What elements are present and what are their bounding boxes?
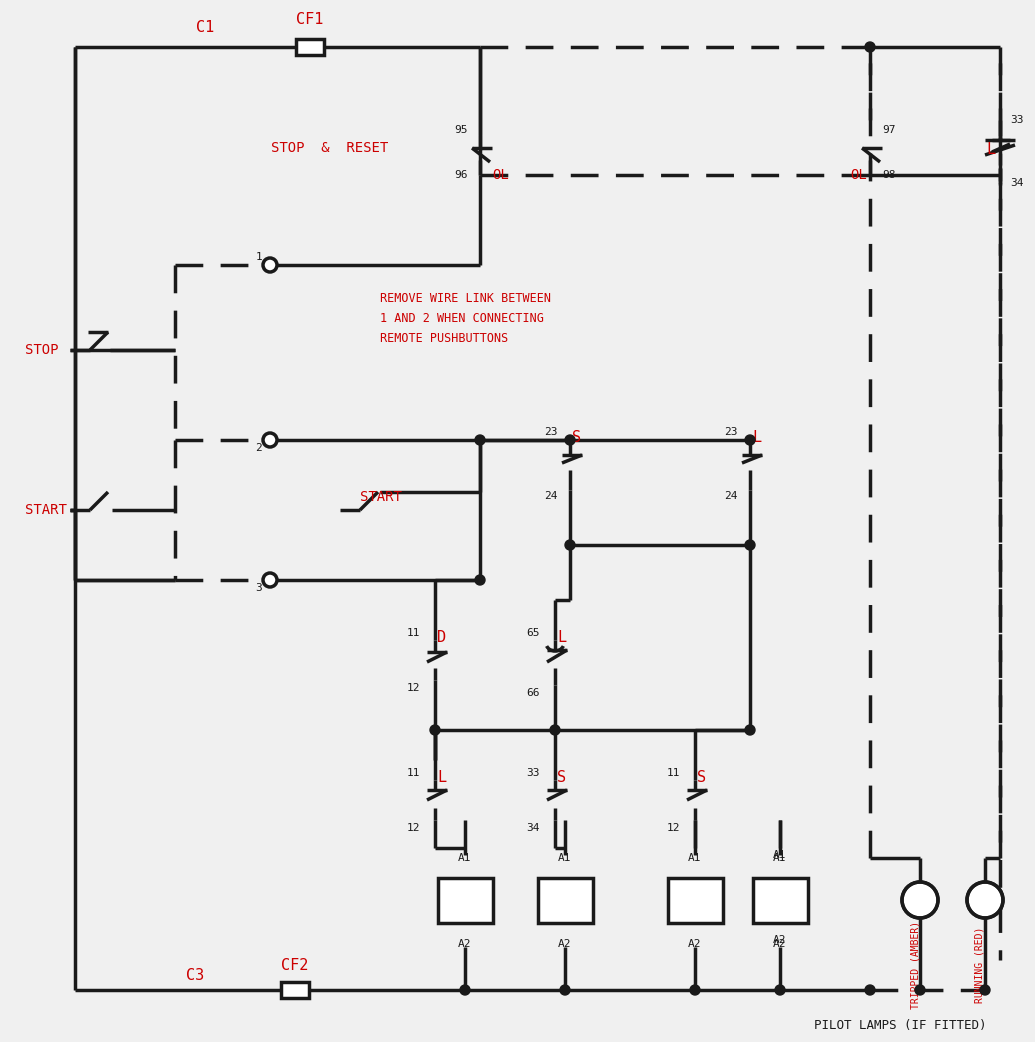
Text: C3: C3 — [186, 968, 204, 983]
Text: PILOT LAMPS (IF FITTED): PILOT LAMPS (IF FITTED) — [814, 1018, 986, 1032]
Text: A2: A2 — [558, 939, 571, 949]
Text: START: START — [25, 503, 67, 517]
Text: L: L — [752, 430, 761, 446]
Circle shape — [967, 882, 1003, 918]
Text: D: D — [689, 891, 701, 910]
Text: 12: 12 — [407, 683, 420, 693]
Text: 1 AND 2 WHEN CONNECTING: 1 AND 2 WHEN CONNECTING — [380, 312, 543, 324]
Circle shape — [264, 435, 276, 446]
Circle shape — [775, 985, 785, 995]
Text: L: L — [437, 770, 446, 786]
Text: A1: A1 — [558, 853, 571, 863]
Text: A1: A1 — [773, 850, 787, 860]
Bar — [280, 982, 309, 998]
Text: L: L — [986, 143, 995, 157]
Text: 12: 12 — [667, 823, 680, 833]
Circle shape — [475, 435, 485, 445]
Text: L: L — [774, 891, 786, 910]
Text: 2: 2 — [256, 443, 262, 453]
Text: A2: A2 — [773, 935, 787, 945]
Circle shape — [550, 725, 560, 735]
Circle shape — [980, 985, 990, 995]
Text: T: T — [559, 891, 571, 910]
Text: STOP: STOP — [25, 343, 59, 357]
Text: CF1: CF1 — [296, 13, 324, 27]
Text: 11: 11 — [407, 628, 420, 638]
Circle shape — [745, 540, 755, 550]
Text: 34: 34 — [527, 823, 540, 833]
Text: S: S — [460, 891, 471, 910]
Circle shape — [865, 985, 875, 995]
Text: D: D — [437, 630, 446, 645]
Circle shape — [565, 540, 575, 550]
Text: CF2: CF2 — [282, 958, 308, 972]
Circle shape — [475, 575, 485, 585]
Circle shape — [745, 435, 755, 445]
Bar — [668, 877, 722, 922]
Text: 11: 11 — [667, 768, 680, 778]
Bar — [537, 877, 592, 922]
Text: 1: 1 — [256, 252, 262, 262]
Text: TRIPPED (AMBER): TRIPPED (AMBER) — [910, 921, 920, 1009]
Text: 65: 65 — [527, 628, 540, 638]
Circle shape — [901, 882, 938, 918]
Text: OL: OL — [492, 168, 509, 182]
Text: 95: 95 — [454, 125, 468, 135]
Text: A2: A2 — [773, 939, 787, 949]
Text: S: S — [697, 770, 706, 786]
Bar — [438, 877, 493, 922]
Text: RUNNING (RED): RUNNING (RED) — [975, 926, 985, 1003]
Text: S: S — [572, 430, 581, 446]
Text: 24: 24 — [544, 491, 558, 501]
Text: L: L — [557, 630, 566, 645]
Circle shape — [745, 725, 755, 735]
Text: A2: A2 — [688, 939, 702, 949]
Bar — [752, 877, 807, 922]
Text: 23: 23 — [724, 427, 738, 437]
Text: REMOTE PUSHBUTTONS: REMOTE PUSHBUTTONS — [380, 331, 508, 345]
Bar — [296, 39, 324, 55]
Text: 24: 24 — [724, 491, 738, 501]
Text: 33: 33 — [527, 768, 540, 778]
Circle shape — [560, 985, 570, 995]
Text: 12: 12 — [407, 823, 420, 833]
Text: OL: OL — [850, 168, 867, 182]
Text: REMOVE WIRE LINK BETWEEN: REMOVE WIRE LINK BETWEEN — [380, 292, 551, 304]
Circle shape — [915, 985, 925, 995]
Text: 11: 11 — [407, 768, 420, 778]
Circle shape — [460, 985, 470, 995]
Text: 66: 66 — [527, 688, 540, 698]
Circle shape — [865, 42, 875, 52]
Text: A1: A1 — [773, 853, 787, 863]
Text: A2: A2 — [459, 939, 472, 949]
Text: 96: 96 — [454, 170, 468, 180]
Text: A1: A1 — [688, 853, 702, 863]
Text: S: S — [557, 770, 566, 786]
Text: 98: 98 — [882, 170, 895, 180]
Text: STOP  &  RESET: STOP & RESET — [271, 141, 388, 155]
Text: 3: 3 — [256, 584, 262, 593]
Text: START: START — [360, 490, 402, 504]
Text: 34: 34 — [1010, 178, 1024, 188]
Text: 97: 97 — [882, 125, 895, 135]
Text: C1: C1 — [196, 21, 214, 35]
Circle shape — [690, 985, 700, 995]
Circle shape — [565, 435, 575, 445]
Text: A1: A1 — [459, 853, 472, 863]
Text: 23: 23 — [544, 427, 558, 437]
Text: 33: 33 — [1010, 115, 1024, 125]
Circle shape — [264, 574, 276, 586]
Circle shape — [264, 259, 276, 271]
Circle shape — [430, 725, 440, 735]
